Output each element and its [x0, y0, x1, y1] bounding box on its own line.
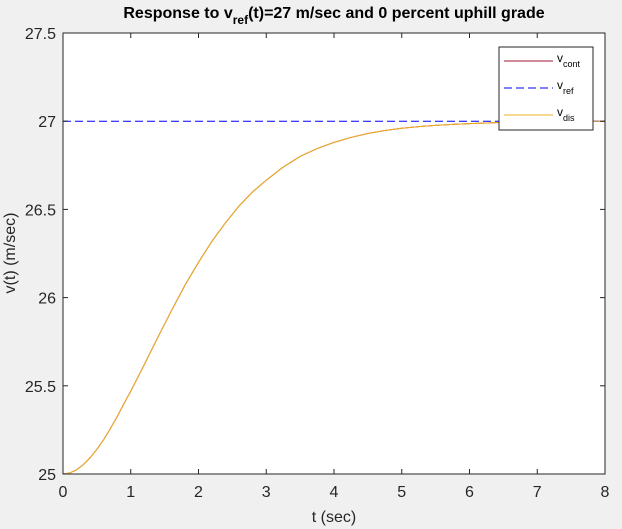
legend-label-main: v — [557, 51, 563, 65]
y-axis-label: v(t) (m/sec) — [2, 213, 19, 294]
y-tick-label: 27 — [38, 114, 56, 131]
x-tick-label: 3 — [262, 484, 271, 501]
x-tick-label: 6 — [465, 484, 474, 501]
x-axis-label: t (sec) — [312, 509, 356, 526]
x-tick-label: 8 — [601, 484, 610, 501]
x-tick-label: 4 — [330, 484, 339, 501]
legend-label-subscript: ref — [563, 86, 574, 96]
legend-label-dis: vdis — [557, 105, 575, 123]
chart-title-subscript: ref — [233, 13, 249, 27]
x-tick-label: 7 — [533, 484, 542, 501]
legend-label-main: v — [557, 105, 563, 119]
y-tick-label: 25 — [38, 467, 56, 484]
y-tick-label: 26.5 — [25, 202, 56, 219]
x-tick-label: 2 — [194, 484, 203, 501]
y-tick-label: 25.5 — [25, 379, 56, 396]
chart-title-prefix: Response to v — [123, 5, 232, 22]
y-tick-label: 26 — [38, 291, 56, 308]
x-tick-label: 0 — [59, 484, 68, 501]
chart-title-suffix: (t)=27 m/sec and 0 percent uphill grade — [248, 5, 545, 22]
chart-title: Response to vref(t)=27 m/sec and 0 perce… — [123, 5, 544, 27]
series-line-dis — [62, 120, 606, 475]
x-tick-label: 1 — [126, 484, 135, 501]
legend-label-subscript: dis — [563, 113, 575, 123]
x-tick-label: 5 — [397, 484, 406, 501]
y-tick-label: 27.5 — [25, 26, 56, 43]
ticks-layer: 0 1 2 3 4 5 6 7 8 25 25.5 26 26.5 27 27.5 — [25, 26, 610, 501]
legend-label-cont: vcont — [557, 51, 581, 69]
legend-label-ref: vref — [557, 78, 574, 96]
legend-label-subscript: cont — [563, 59, 581, 69]
legend-label-main: v — [557, 78, 563, 92]
